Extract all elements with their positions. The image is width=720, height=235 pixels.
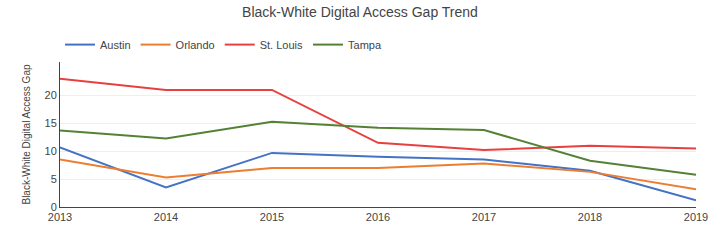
svg-text:5: 5 [51,173,57,185]
svg-text:10: 10 [45,145,57,157]
svg-text:2014: 2014 [154,211,178,223]
svg-text:Tampa: Tampa [348,39,382,51]
svg-text:2015: 2015 [260,211,284,223]
svg-text:2016: 2016 [366,211,390,223]
svg-text:0: 0 [51,201,57,213]
svg-text:St. Louis: St. Louis [260,39,303,51]
svg-text:2019: 2019 [684,211,708,223]
svg-text:2017: 2017 [472,211,496,223]
svg-text:Black-White Digital Access Gap: Black-White Digital Access Gap Trend [242,4,478,20]
svg-text:Austin: Austin [100,39,131,51]
svg-text:15: 15 [45,117,57,129]
svg-text:2018: 2018 [578,211,602,223]
svg-text:Black-White Digital Access Gap: Black-White Digital Access Gap [21,64,32,204]
svg-text:Orlando: Orlando [176,39,215,51]
svg-text:20: 20 [45,89,57,101]
svg-text:2013: 2013 [48,211,72,223]
